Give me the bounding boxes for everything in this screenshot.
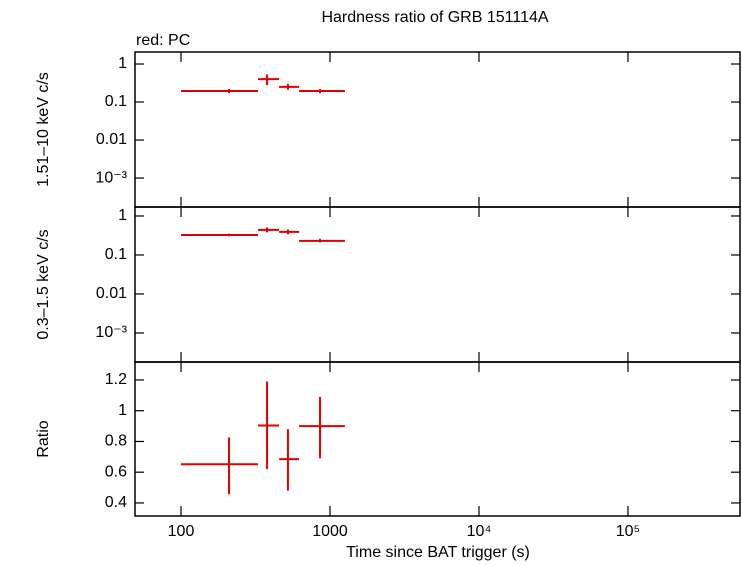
- y-tick-label: 1: [118, 402, 127, 419]
- chart-title: Hardness ratio of GRB 151114A: [321, 9, 548, 26]
- y-tick-label: 0.6: [105, 463, 127, 480]
- y-tick-label: 0.8: [105, 433, 127, 450]
- x-tick-label: 100: [168, 523, 195, 540]
- y-tick-label: 1: [118, 207, 127, 224]
- x-tick-label: 1000: [312, 523, 348, 540]
- plot-frame: [134, 206, 741, 363]
- plot-frame: [134, 361, 741, 517]
- x-axis-label: Time since BAT trigger (s): [346, 544, 530, 561]
- y-tick-label: 0.1: [105, 246, 127, 263]
- y-tick-label: 0.1: [105, 93, 127, 110]
- y-axis-label: 0.3–1.5 keV c/s: [35, 229, 52, 339]
- y-tick-label: 10⁻³: [95, 169, 127, 186]
- y-tick-label: 0.01: [96, 285, 127, 302]
- y-tick-label: 1.2: [105, 371, 127, 388]
- legend-note: red: PC: [136, 32, 190, 49]
- plot-frame: [134, 51, 741, 208]
- y-tick-label: 0.01: [96, 131, 127, 148]
- y-tick-label: 0.4: [105, 494, 127, 511]
- y-axis-label: 1.51–10 keV c/s: [35, 72, 52, 187]
- y-tick-label: 10⁻³: [95, 324, 127, 341]
- x-tick-label: 10⁵: [616, 523, 640, 540]
- x-tick-label: 10⁴: [467, 523, 492, 540]
- y-tick-label: 1: [118, 55, 127, 72]
- y-axis-label: Ratio: [35, 420, 52, 457]
